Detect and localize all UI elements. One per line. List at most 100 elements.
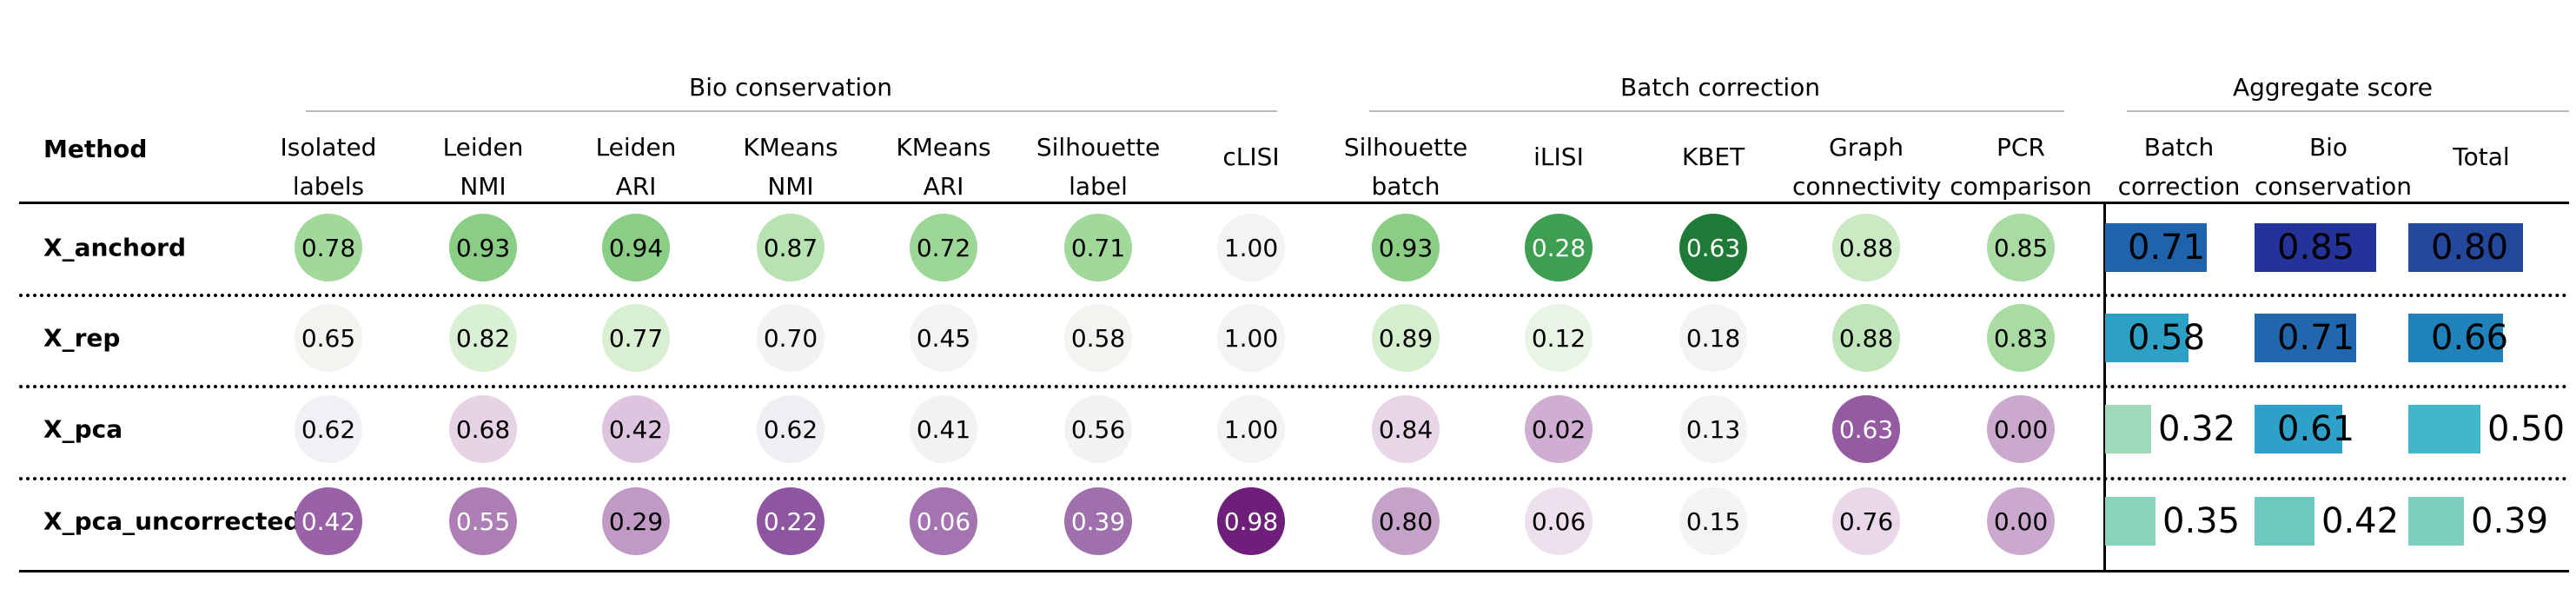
aggregate-value: 0.66	[2431, 318, 2509, 358]
score-value: 0.42	[301, 506, 356, 536]
column-header-kbet: KBET	[1639, 137, 1787, 176]
score-circle-leiden-nmi: 0.55	[449, 487, 517, 555]
column-header-line: NMI	[460, 172, 507, 201]
aggregate-value: 0.42	[2321, 501, 2400, 541]
column-header-leiden-ari: Leiden ARI	[562, 128, 710, 206]
score-value: 0.63	[1838, 414, 1894, 444]
aggregate-bar-total	[2408, 405, 2480, 453]
aggregate-value: 0.71	[2277, 318, 2355, 358]
column-header-line: Leiden	[595, 133, 677, 162]
aggregate-value: 0.39	[2471, 501, 2549, 541]
aggregate-value: 0.32	[2158, 409, 2236, 449]
column-header-line: KMeans	[896, 133, 991, 162]
header-rule	[19, 202, 2569, 204]
score-circle-kbet: 0.13	[1679, 395, 1747, 463]
column-header-line: KMeans	[743, 133, 838, 162]
score-value: 0.22	[763, 506, 818, 536]
score-circle-kmeans-ari: 0.72	[910, 214, 977, 281]
column-header-line: iLISI	[1533, 142, 1584, 171]
row-label-x-pca: X_pca	[43, 414, 123, 444]
column-header-ilisi: iLISI	[1485, 137, 1632, 176]
score-value: 0.18	[1685, 323, 1741, 353]
score-value: 0.88	[1838, 323, 1894, 353]
score-circle-pcr-comparison: 0.00	[1987, 487, 2055, 555]
score-circle-silhouette-batch: 0.80	[1372, 487, 1440, 555]
score-value: 0.06	[916, 506, 971, 536]
column-header-pcr-comparison: PCR comparison	[1947, 128, 2095, 206]
column-header-line: Graph	[1829, 133, 1904, 162]
column-header-kmeans-nmi: KMeans NMI	[717, 128, 864, 206]
score-circle-kbet: 0.18	[1679, 304, 1747, 372]
score-circle-kmeans-nmi: 0.22	[757, 487, 824, 555]
score-circle-ilisi: 0.12	[1525, 304, 1593, 372]
score-circle-kbet: 0.15	[1679, 487, 1747, 555]
score-value: 0.85	[1993, 233, 2049, 262]
column-header-leiden-nmi: Leiden NMI	[409, 128, 557, 206]
bottom-rule	[19, 570, 2569, 572]
score-value: 0.82	[455, 323, 511, 353]
column-header-line: Bio	[2308, 133, 2348, 162]
column-header-line: Batch	[2143, 133, 2215, 162]
aggregate-value: 0.61	[2277, 409, 2355, 449]
group-label-batch-correction: Batch correction	[1619, 73, 1821, 102]
aggregate-value: 0.58	[2128, 318, 2206, 358]
row-label-x-anchord: X_anchord	[43, 233, 187, 262]
score-value: 0.58	[1070, 323, 1126, 353]
score-value: 0.65	[301, 323, 356, 353]
score-circle-leiden-ari: 0.94	[602, 214, 670, 281]
score-value: 0.94	[608, 233, 664, 262]
aggregate-value: 0.50	[2487, 409, 2566, 449]
column-header-bio-conservation: Bio conservation	[2255, 128, 2412, 206]
score-value: 0.28	[1531, 233, 1586, 262]
score-circle-ilisi: 0.06	[1525, 487, 1593, 555]
column-header-line: Leiden	[442, 133, 524, 162]
score-value: 0.78	[301, 233, 356, 262]
score-circle-pcr-comparison: 0.83	[1987, 304, 2055, 372]
score-value: 0.06	[1531, 506, 1586, 536]
score-value: 0.68	[455, 414, 511, 444]
column-header-line: Silhouette	[1343, 133, 1468, 162]
score-value: 1.00	[1223, 323, 1279, 353]
score-value: 0.71	[1070, 233, 1126, 262]
aggregate-bar-batch-correction	[2105, 223, 2207, 272]
row-label-x-rep: X_rep	[43, 323, 121, 353]
score-value: 0.63	[1685, 233, 1741, 262]
score-value: 0.88	[1838, 233, 1894, 262]
group-label-bio-conservation: Bio conservation	[689, 73, 892, 102]
score-circle-kbet: 0.63	[1679, 214, 1747, 281]
score-value: 0.00	[1993, 414, 2049, 444]
score-circle-clisi: 1.00	[1217, 395, 1285, 463]
score-circle-isolated-labels: 0.65	[295, 304, 362, 372]
score-value: 0.56	[1070, 414, 1126, 444]
score-value: 0.83	[1993, 323, 2049, 353]
column-header-line: comparison	[1950, 172, 2092, 201]
column-header-line: PCR	[1997, 133, 2045, 162]
score-value: 0.55	[455, 506, 511, 536]
score-circle-kmeans-ari: 0.06	[910, 487, 977, 555]
score-value: 0.45	[916, 323, 971, 353]
score-value: 1.00	[1223, 233, 1279, 262]
score-circle-clisi: 0.98	[1217, 487, 1285, 555]
score-value: 0.93	[455, 233, 511, 262]
column-header-line: conservation	[2255, 172, 2412, 201]
group-line-bio-conservation	[306, 110, 1277, 112]
score-value: 0.80	[1378, 506, 1434, 536]
score-value: 0.39	[1070, 506, 1126, 536]
score-value: 0.77	[608, 323, 664, 353]
row-divider-3	[19, 477, 2569, 480]
aggregate-bar-total	[2408, 223, 2523, 272]
score-value: 0.93	[1378, 233, 1434, 262]
aggregate-value: 0.71	[2128, 228, 2206, 268]
score-circle-leiden-nmi: 0.68	[449, 395, 517, 463]
aggregate-separator	[2103, 202, 2106, 572]
score-circle-pcr-comparison: 0.85	[1987, 214, 2055, 281]
score-circle-graph-connectivity: 0.63	[1832, 395, 1900, 463]
score-value: 0.12	[1531, 323, 1586, 353]
score-circle-ilisi: 0.02	[1525, 395, 1593, 463]
score-value: 0.89	[1378, 323, 1434, 353]
aggregate-value: 0.80	[2431, 228, 2509, 268]
score-circle-silhouette-label: 0.39	[1064, 487, 1132, 555]
score-circle-clisi: 1.00	[1217, 304, 1285, 372]
column-header-line: NMI	[767, 172, 814, 201]
